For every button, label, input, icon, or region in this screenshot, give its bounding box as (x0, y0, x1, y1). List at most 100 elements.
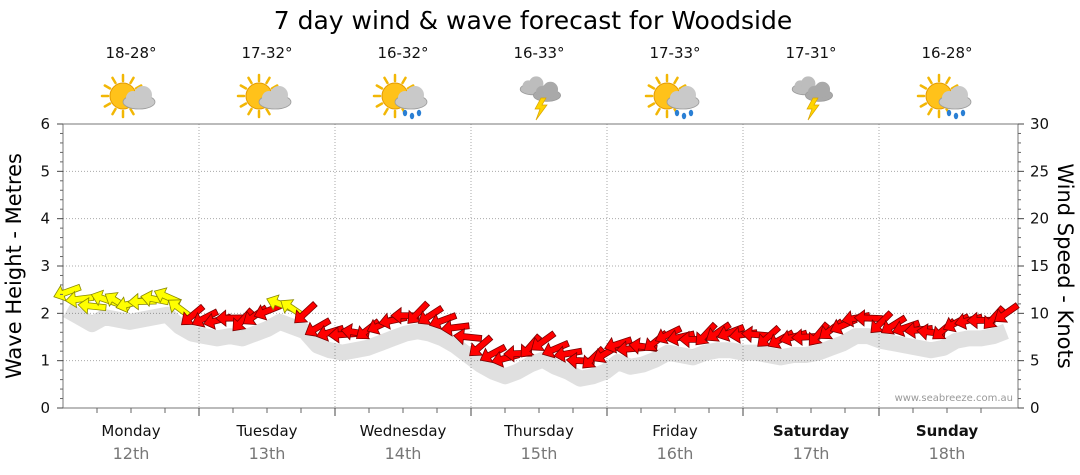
wind-arrow (407, 300, 431, 324)
day-date-label: 14th (385, 444, 422, 463)
sun-ray (927, 107, 933, 116)
y-tick-label-left: 6 (40, 115, 50, 133)
temperature-range: 16-28° (921, 44, 972, 62)
day-date-label: 15th (521, 444, 558, 463)
temperature-range: 17-32° (241, 44, 292, 62)
wind-arrow (453, 327, 483, 346)
rain-drop (409, 112, 415, 120)
wave-shadow (63, 303, 1009, 387)
day-label: Friday (652, 422, 698, 440)
rain-drop (946, 109, 952, 117)
sun-ray (265, 107, 271, 116)
sun-showers-icon (916, 73, 972, 120)
wind-arrow (77, 297, 107, 315)
wind-arrow (603, 336, 633, 354)
day-label: Tuesday (235, 422, 297, 440)
sun-ray (647, 102, 656, 108)
thunderstorm-icon (791, 76, 834, 121)
temperature-range: 17-33° (649, 44, 700, 62)
temperature-range: 16-32° (377, 44, 428, 62)
y-tick-label-right: 25 (1030, 162, 1049, 180)
sun-ray (239, 102, 248, 108)
day-date-label: 18th (929, 444, 966, 463)
sun-ray (103, 102, 112, 108)
sun-ray (247, 76, 253, 85)
wind-arrow (880, 314, 908, 335)
wind-arrow (695, 321, 718, 346)
sun-ray (927, 76, 933, 85)
wind-arrow (53, 283, 82, 302)
rain-drop (674, 109, 680, 117)
sun-ray (134, 84, 143, 90)
day-date-label: 12th (113, 444, 150, 463)
wave-shadow-path (63, 303, 1009, 387)
sun-ray (673, 76, 679, 85)
y-tick-label-right: 20 (1030, 210, 1049, 228)
sun-ray (401, 76, 407, 85)
wind-arrow (553, 345, 583, 363)
wind-arrow (994, 302, 1020, 323)
wind-arrow (294, 300, 318, 324)
wind-arrow (870, 310, 894, 334)
wind-arrow (440, 319, 470, 337)
day-label: Wednesday (360, 422, 447, 440)
sun-ray (375, 84, 384, 90)
temperature-range: 17-31° (785, 44, 836, 62)
wind-arrows (53, 283, 1020, 370)
temperature-range: 18-28° (105, 44, 156, 62)
sun-ray (383, 107, 389, 116)
wind-arrow (705, 321, 732, 342)
day-label: Monday (101, 422, 160, 440)
day-date-label: 16th (657, 444, 694, 463)
cloud-puff (542, 81, 559, 98)
wind-arrow (428, 312, 458, 330)
sun-ray (919, 102, 928, 108)
rain-drop (960, 109, 966, 117)
sun-ray (111, 76, 117, 85)
weather-row: 18-28° 17-32° 16-32° 16-33° 17-33° 17-31° 16-2… (100, 44, 973, 121)
lightning-bolt (534, 97, 548, 121)
rain-drop (953, 112, 959, 120)
sun-ray (945, 76, 951, 85)
sun-ray (129, 76, 135, 85)
y-tick-label-right: 15 (1030, 257, 1049, 275)
sun-ray (111, 107, 117, 116)
day-date-label: 17th (793, 444, 830, 463)
wind-arrow (541, 340, 570, 359)
thunderstorm-icon (519, 76, 562, 121)
wind-arrow (757, 324, 782, 347)
gridlines (63, 124, 1018, 408)
day-axis: Monday 12th Tuesday 13th Wednesday 14th Thursd… (96, 408, 982, 463)
lightning-bolt (806, 97, 820, 121)
y-tick-label-left: 2 (40, 304, 50, 322)
y-tick-label-right: 5 (1030, 352, 1040, 370)
y-axis-right-title: Wind Speed - Knots (1053, 163, 1077, 368)
cloud-puff (678, 86, 696, 104)
watermark: www.seabreeze.com.au (895, 393, 1013, 404)
y-tick-label-left: 5 (40, 162, 50, 180)
y-tick-label-left: 1 (40, 352, 50, 370)
y-tick-label-left: 0 (40, 399, 50, 417)
y-tick-label-left: 4 (40, 210, 50, 228)
wind-arrow (168, 299, 194, 320)
sun-ray (647, 84, 656, 90)
sun-ray (103, 84, 112, 90)
temperature-range: 16-33° (513, 44, 564, 62)
sun-ray (655, 76, 661, 85)
wind-arrow (304, 317, 332, 337)
rain-drop (681, 112, 687, 120)
y-axis-left-title: Wave Height - Metres (2, 153, 26, 379)
cloud-puff (134, 86, 152, 104)
sun-ray (247, 107, 253, 116)
sun-ray (239, 84, 248, 90)
sun-ray (375, 102, 384, 108)
y-tick-label-left: 3 (40, 257, 50, 275)
rain-drop (688, 109, 694, 117)
sun-ray (383, 76, 389, 85)
sun-ray (129, 107, 135, 116)
wind-arrow (64, 290, 95, 309)
wind-arrow (479, 343, 508, 364)
rain-drop (402, 109, 408, 117)
cloud-puff (814, 81, 831, 98)
